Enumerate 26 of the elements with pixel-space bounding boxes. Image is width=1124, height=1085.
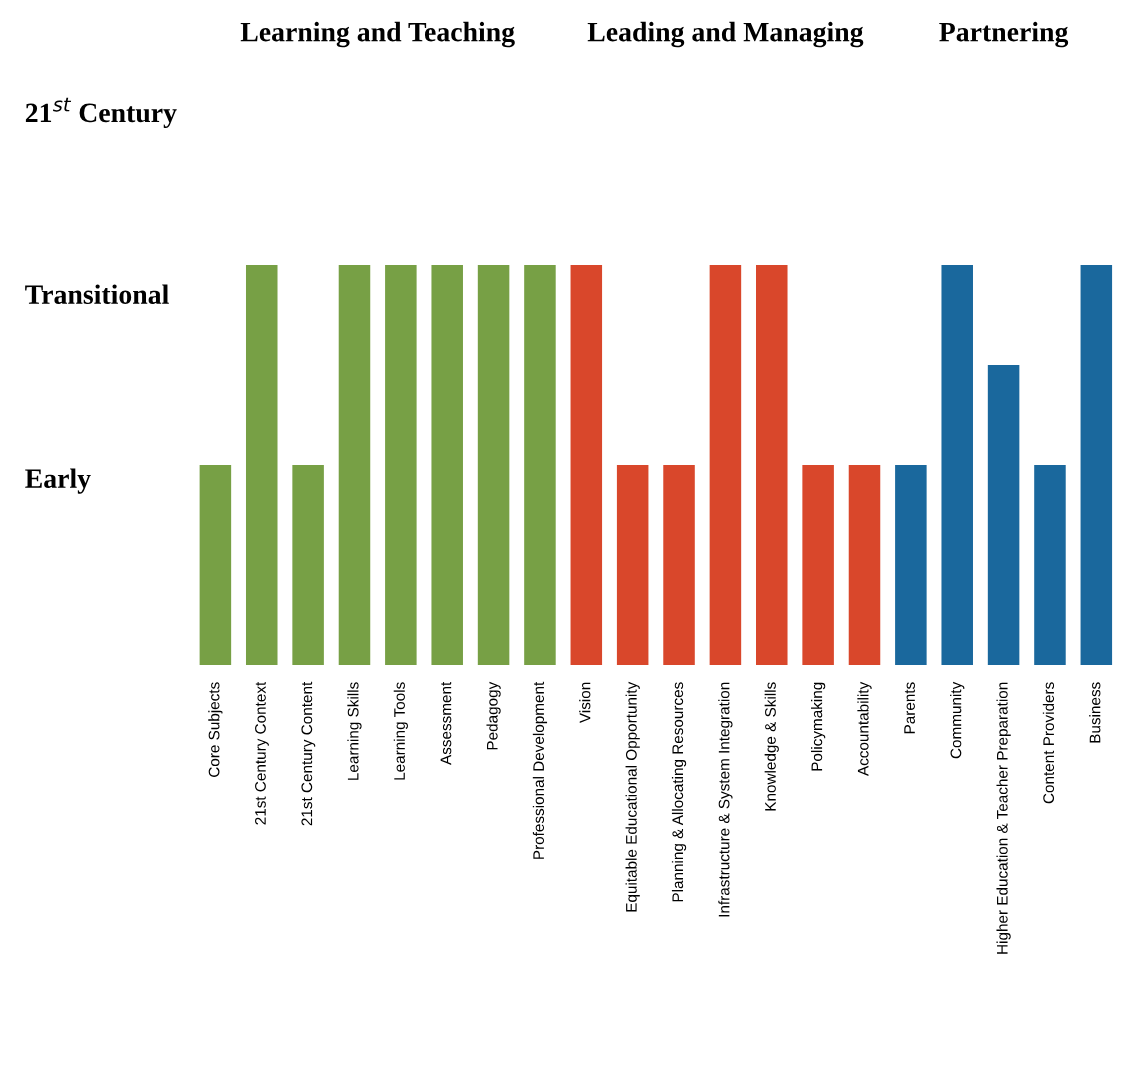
x-tick-label: Assessment [440, 681, 452, 765]
x-tick-label: Accountability [857, 681, 872, 776]
x-tick-label: Content Providers [1042, 682, 1055, 804]
x-tick-label: Professional Development [532, 681, 548, 859]
x-tick-label: Higher Education & Teacher Preparation [996, 682, 1011, 954]
text: Transitional [25, 284, 169, 304]
x-tick-label: 21st Century Context [255, 681, 269, 825]
text: 21$^{st}$ Century [25, 97, 177, 128]
text: Learning and Teaching [240, 21, 515, 48]
x-tick-label: Planning & Allocating Resources [671, 682, 687, 902]
x-tick-label: Infrastructure & System Integration [718, 682, 733, 917]
x-tick-label: Pedagogy [486, 681, 501, 750]
x-tick-label: Vision [579, 682, 591, 724]
x-tick-label: Equitable Educational Opportunity [625, 681, 640, 912]
text: Early [25, 468, 91, 494]
x-tick-label: Learning Skills [347, 682, 362, 780]
x-tick-label: Community [950, 681, 965, 759]
x-tick-label: Policymaking [811, 682, 826, 771]
x-tick-label: Core Subjects [208, 682, 223, 777]
x-tick-label: 21st Century Content [301, 681, 316, 826]
x-tick-label: Learning Tools [393, 682, 408, 780]
text: Leading and Managing [587, 21, 864, 48]
text: Partnering [939, 21, 1069, 48]
x-tick-label: Business [1089, 682, 1101, 743]
x-tick-label: Knowledge & Skills [764, 682, 779, 811]
x-tick-label: Parents [904, 682, 915, 734]
